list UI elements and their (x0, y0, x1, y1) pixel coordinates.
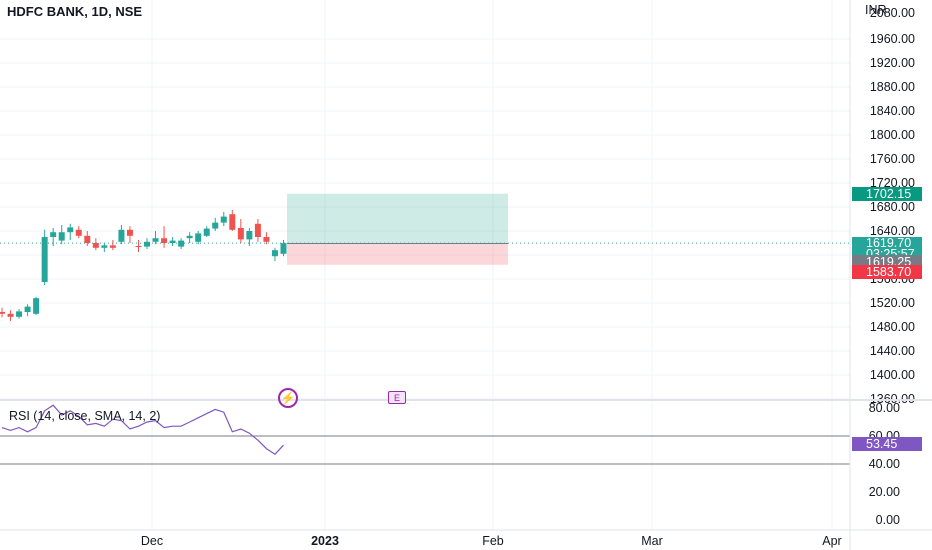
price-tick-label: 1840.00 (870, 104, 915, 118)
candle-body (41, 237, 48, 282)
time-tick-label: Apr (822, 534, 841, 548)
candle-body (246, 231, 253, 240)
candle-body (126, 229, 133, 236)
candle-body (237, 228, 244, 240)
candle-body (50, 232, 57, 237)
candle-body (152, 238, 159, 242)
candle-body (84, 235, 91, 243)
price-tick-label: 1880.00 (870, 80, 915, 94)
candle-body (16, 311, 23, 317)
rsi-tick-label: 0.00 (876, 513, 900, 527)
candle-body (109, 245, 116, 248)
rsi-tick-label: 80.00 (869, 401, 900, 415)
price-tick-label: 1480.00 (870, 320, 915, 334)
candle-body (67, 227, 74, 233)
candle-body (58, 232, 65, 241)
candle-body (280, 243, 287, 254)
candle-body (195, 233, 202, 242)
symbol-title[interactable]: HDFC BANK, 1D, NSE (7, 4, 143, 19)
time-tick-label: Dec (141, 534, 163, 548)
price-tick-label: 2080.00 (870, 6, 915, 20)
candle-body (75, 229, 82, 236)
target-price-tag: 1702.15 (852, 187, 922, 201)
candle-body (220, 216, 227, 223)
rsi-tick-label: 20.00 (869, 485, 900, 499)
rsi-line (1, 404, 284, 455)
candle-body (92, 243, 99, 248)
candle-body (203, 228, 210, 236)
candle-body (186, 235, 193, 239)
price-tick-label: 1920.00 (870, 56, 915, 70)
candle-body (135, 246, 142, 247)
rsi-value-tag: 53.45 (852, 437, 922, 451)
price-tick-label: 1400.00 (870, 368, 915, 382)
time-tick-label: Mar (641, 534, 663, 548)
price-tick-label: 1800.00 (870, 128, 915, 142)
candle-body (169, 240, 176, 243)
candle-body (33, 298, 40, 314)
price-tick-label: 1640.00 (870, 224, 915, 238)
rsi-pane (0, 404, 850, 465)
grid-lines (0, 0, 850, 530)
position-stop-zone (287, 243, 508, 265)
price-tick-label: 1680.00 (870, 200, 915, 214)
stop-price-tag: 1583.70 (852, 265, 922, 279)
candle-body (263, 237, 270, 242)
candle-body (229, 214, 236, 230)
price-tick-label: 1440.00 (870, 344, 915, 358)
price-tick-label: 1720.00 (870, 176, 915, 190)
candle-body (144, 241, 151, 247)
event-e-icon[interactable]: E (388, 391, 406, 404)
earnings-bolt-icon[interactable]: ⚡ (278, 388, 298, 408)
candle-body (161, 238, 168, 243)
currency-label: INR (865, 3, 887, 17)
rsi-tick-label: 40.00 (869, 457, 900, 471)
position-target-zone (287, 193, 508, 244)
price-tick-label: 1520.00 (870, 296, 915, 310)
candle-body (254, 223, 261, 237)
candles (0, 210, 287, 321)
candle-body (7, 313, 14, 317)
long-position-tool[interactable] (287, 193, 508, 265)
candle-body (101, 245, 108, 248)
candle-body (0, 312, 5, 314)
price-tick-label: 1960.00 (870, 32, 915, 46)
last-price-value: 1619.70 (866, 236, 912, 250)
candle-body (118, 229, 125, 242)
candle-body (212, 222, 219, 229)
rsi-title[interactable]: RSI (14, close, SMA, 14, 2) (9, 409, 161, 423)
candle-body (24, 306, 31, 312)
candle-body (271, 250, 278, 257)
time-tick-label: Feb (482, 534, 504, 548)
price-tick-label: 1760.00 (870, 152, 915, 166)
candle-body (178, 240, 185, 247)
time-tick-label: 2023 (311, 534, 339, 548)
